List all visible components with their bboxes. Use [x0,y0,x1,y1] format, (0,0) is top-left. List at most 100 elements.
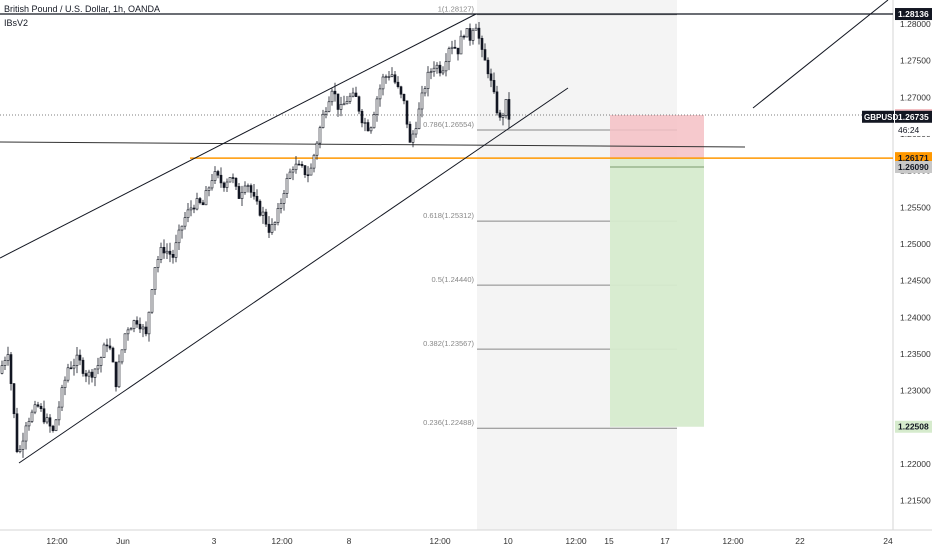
candle-body [252,192,256,197]
candle-body [351,92,355,97]
candle-body [87,371,91,377]
candle-body [477,27,481,39]
candle-body [63,379,67,389]
candle-body [210,180,214,189]
candle-body [258,200,262,216]
candle-body [426,71,430,89]
candle-body [291,169,295,173]
candle-body [15,413,19,453]
candle-body [51,425,55,431]
candle-body [90,371,94,378]
candle-body [159,247,163,260]
candle-body [312,154,316,169]
candle-body [489,73,493,81]
candle-body [456,47,460,55]
candle-body [255,195,259,202]
candle-body [375,98,379,115]
trend-line-flat[interactable] [0,141,746,148]
fib-level-label: 1(1.28127) [438,5,475,14]
candle-body [42,408,46,423]
candle-body [45,417,49,423]
candle-body [354,92,358,97]
candle-body [336,93,340,110]
candle-body [249,185,253,193]
candle-body [150,289,154,313]
candle-body [102,344,106,358]
projection-line[interactable] [752,0,889,109]
candle-body [411,133,415,143]
candle-body [186,209,190,218]
time-tick-label: 15 [604,536,614,546]
price-label-orange: 1.26171 [898,153,929,163]
candle-body [126,329,130,335]
channel-lower-line[interactable] [18,87,569,464]
price-tick-label: 1.28000 [900,19,931,29]
price-label-box [895,8,932,21]
candle-body [417,108,421,129]
price-label-dark: 1.28136 [898,9,929,19]
candle-body [294,163,298,171]
price-labels: 1.281361.267591.26735GBPUSD46:241.261711… [862,8,932,433]
drawn-lines[interactable] [0,0,893,464]
price-label-box [895,123,932,136]
candle-body [318,127,322,144]
candle-body [69,367,73,370]
candle-body [393,74,397,83]
candle-body [396,81,400,88]
time-tick-label: 17 [660,536,670,546]
channel-upper-line[interactable] [0,13,477,259]
candle-body [108,345,112,349]
candle-body [195,198,199,210]
candle-body [81,359,85,374]
fib-level-label: 0.236(1.22488) [423,418,474,427]
price-tick-label: 1.23000 [900,386,931,396]
take-profit-zone[interactable] [610,158,704,427]
candle-body [321,113,325,128]
candle-body [507,99,511,120]
candle-body [264,211,268,225]
candle-body [105,344,109,347]
candle-body [447,48,451,63]
candles [0,21,511,458]
candle-body [300,164,304,166]
candle-body [207,187,211,191]
candle-body [3,360,7,366]
price-tick-label: 1.27500 [900,56,931,66]
candle-body [147,311,151,335]
stop-loss-zone[interactable] [610,115,704,159]
candle-body [339,104,343,110]
candle-body [501,115,505,118]
candle-body [279,203,283,209]
price-tick-label: 1.21500 [900,496,931,506]
candle-body [492,80,496,93]
candle-body [228,177,232,183]
candle-body [399,86,403,95]
candle-body [504,99,508,116]
candle-body [198,198,202,203]
candle-body [144,326,148,335]
indicator-label[interactable]: IBsV2 [4,18,29,28]
candle-body [348,95,352,102]
candle-body [240,191,244,199]
candle-body [189,207,193,211]
short-position-tool[interactable] [610,115,704,427]
candle-body [234,177,238,187]
candle-body [390,74,394,77]
candle-body [288,171,292,179]
candle-body [213,171,217,181]
candle-body [72,365,76,369]
candle-body [273,222,277,225]
candle-body [222,182,226,188]
price-tick-label: 1.27000 [900,92,931,102]
candle-body [177,229,181,244]
candle-body [21,440,25,450]
candle-body [402,93,406,102]
candle-body [204,190,208,206]
candle-body [360,110,364,124]
price-tick-label: 1.25000 [900,239,931,249]
candle-body [261,211,265,216]
candle-body [387,76,391,78]
candle-body [384,76,388,78]
candle-body [0,365,4,374]
